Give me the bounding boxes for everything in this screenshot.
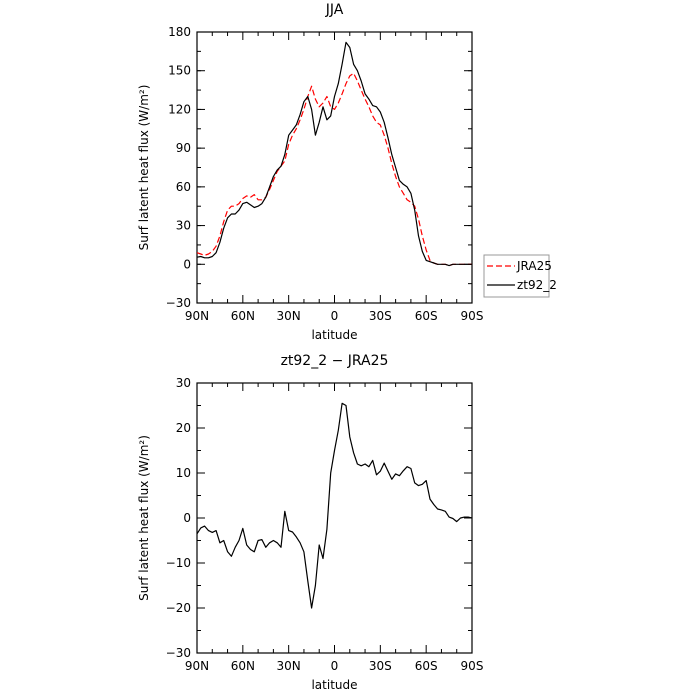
bottom-plot-frame: [196, 382, 473, 654]
top-x-tick-label: 60N: [231, 309, 255, 323]
bottom-y-tick-label: 10: [176, 466, 191, 480]
top-y-tick-label: 90: [176, 141, 191, 155]
bottom-x-tick-label: 60S: [415, 659, 438, 673]
bottom-panel: zt92_2 − JRA25 latitude Surf latent heat…: [137, 353, 483, 692]
top-x-tick-label: 90S: [461, 309, 484, 323]
top-x-tick-label: 0: [331, 309, 339, 323]
bottom-y-tick-label: 20: [176, 421, 191, 435]
bottom-y-tick-label: −20: [166, 601, 191, 615]
bottom-x-axis-label: latitude: [311, 678, 357, 692]
top-y-tick-label: −30: [166, 296, 191, 310]
top-x-tick-label: 30N: [277, 309, 301, 323]
legend-label-zt92-2: zt92_2: [517, 278, 557, 292]
top-y-tick-label: 30: [176, 219, 191, 233]
top-series-line-zt92-2: [196, 41, 472, 267]
bottom-y-tick-label: −10: [166, 556, 191, 570]
bottom-x-tick-label: 60N: [231, 659, 255, 673]
bottom-series-line-zt92-2-jra25: [196, 402, 473, 609]
legend: JRA25 zt92_2: [483, 254, 557, 298]
bottom-chart-title: zt92_2 − JRA25: [281, 353, 389, 369]
top-y-tick-label: 120: [168, 102, 191, 116]
top-chart-title: JJA: [325, 2, 344, 18]
top-series-line-jra25: [196, 72, 472, 267]
bottom-y-tick-label: −30: [166, 646, 191, 660]
top-x-tick-label: 30S: [369, 309, 392, 323]
top-y-tick-label: 60: [176, 180, 191, 194]
bottom-y-tick-label: 0: [183, 511, 191, 525]
bottom-y-tick-label: 30: [176, 376, 191, 390]
bottom-x-tick-label: 30N: [277, 659, 301, 673]
bottom-x-tick-label: 0: [331, 659, 339, 673]
bottom-x-tick-label: 90S: [461, 659, 484, 673]
legend-label-jra25: JRA25: [516, 259, 552, 273]
bottom-y-axis-label: Surf latent heat flux (W/m²): [137, 435, 151, 601]
top-y-tick-label: 180: [168, 25, 191, 39]
top-x-axis-label: latitude: [311, 328, 357, 342]
top-y-tick-label: 0: [183, 257, 191, 271]
top-y-tick-label: 150: [168, 64, 191, 78]
bottom-x-tick-label: 90N: [185, 659, 209, 673]
top-y-axis-label: Surf latent heat flux (W/m²): [137, 85, 151, 251]
top-x-tick-label: 90N: [185, 309, 209, 323]
legend-box: [483, 254, 550, 298]
bottom-x-tick-label: 30S: [369, 659, 392, 673]
top-x-tick-label: 60S: [415, 309, 438, 323]
top-panel: JJA latitude Surf latent heat flux (W/m²…: [137, 2, 483, 342]
